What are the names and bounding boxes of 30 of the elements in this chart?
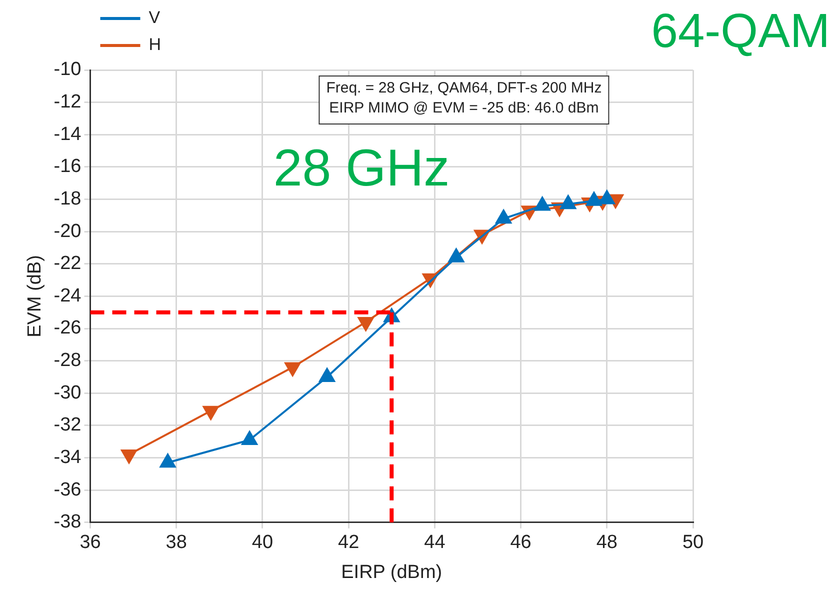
y-tick-label: -38 (54, 512, 82, 533)
y-tick-label: -22 (54, 253, 82, 274)
y-tick-label: -16 (54, 156, 82, 178)
y-tick-label: -28 (54, 350, 82, 372)
y-tick-label: -34 (54, 447, 82, 468)
y-axis-title: EVM (dB) (24, 255, 46, 338)
x-tick-label: 46 (510, 532, 532, 554)
y-tick-label: -20 (54, 220, 82, 242)
y-tick-label: -32 (54, 414, 82, 436)
x-tick-label: 44 (424, 532, 446, 554)
y-tick-label: -24 (54, 285, 82, 306)
x-tick-label: 48 (596, 532, 618, 554)
y-tick-label: -10 (54, 59, 82, 80)
legend-label: H (148, 35, 162, 54)
y-tick-label: -30 (54, 382, 82, 404)
y-tick-label: -18 (54, 188, 82, 210)
y-tick-label: -12 (54, 92, 82, 113)
x-tick-label: 50 (682, 532, 704, 554)
x-tick-label: 36 (80, 532, 101, 554)
legend-label: V (148, 8, 161, 28)
x-axis-title: EIRP (dBm) (341, 562, 442, 583)
x-tick-label: 38 (166, 532, 187, 554)
text: 64-QAM (651, 5, 830, 58)
y-tick-label: -14 (54, 124, 82, 145)
x-tick-label: 42 (338, 532, 360, 554)
y-tick-label: -26 (54, 318, 82, 339)
y-tick-label: -36 (54, 479, 82, 500)
annotation: 28 GHz (273, 139, 450, 198)
x-tick-label: 40 (252, 532, 274, 554)
annotation: Freq. = 28 GHz, QAM64, DFT-s 200 MHz EIRP MIMO @ EVM = -25 dB: 46.0 dBm (326, 80, 602, 117)
